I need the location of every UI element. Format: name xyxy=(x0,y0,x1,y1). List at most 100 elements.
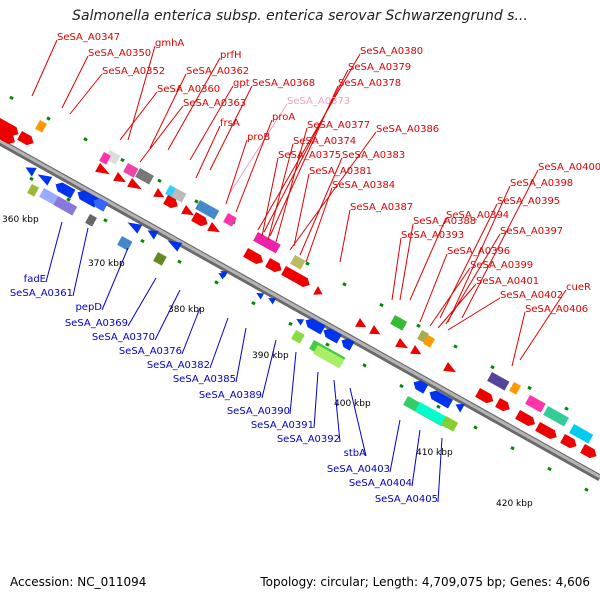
leader-line xyxy=(419,253,448,323)
forward-gene xyxy=(560,434,577,449)
tick-mark xyxy=(564,406,569,411)
forward-gene-label: SeSA_A0381 xyxy=(309,166,372,177)
forward-gene-label: SeSA_A0347 xyxy=(57,32,120,43)
leader-line xyxy=(45,221,63,283)
tick-mark xyxy=(46,116,51,121)
leader-line xyxy=(61,55,89,109)
leader-line xyxy=(411,429,421,487)
leader-line xyxy=(257,53,361,231)
forward-gene xyxy=(525,395,546,413)
leader-line xyxy=(437,283,477,329)
forward-gene-label: frsA xyxy=(220,118,240,129)
leader-line xyxy=(209,317,229,369)
forward-gene xyxy=(569,424,594,444)
forward-gene-label: SeSA_A0360 xyxy=(157,84,220,95)
leader-line xyxy=(154,289,181,341)
tick-mark xyxy=(379,302,384,308)
reverse-gene xyxy=(53,196,78,216)
reverse-gene xyxy=(55,182,76,199)
reverse-gene xyxy=(77,190,100,208)
tick-mark xyxy=(547,466,552,472)
reverse-gene xyxy=(93,198,109,212)
leader-line xyxy=(209,85,253,171)
leader-line xyxy=(447,297,501,331)
forward-gene xyxy=(417,330,429,343)
reverse-gene xyxy=(455,403,465,413)
scale-label: 390 kbp xyxy=(252,351,289,361)
forward-gene-label: SeSA_A0400 xyxy=(538,162,600,173)
forward-gene xyxy=(0,118,19,137)
tick-mark xyxy=(305,261,310,266)
forward-gene-label: SeSA_A0374 xyxy=(293,136,356,147)
forward-gene xyxy=(195,200,220,220)
reverse-gene-label: SeSA_A0361 xyxy=(10,288,73,299)
leader-line xyxy=(519,289,567,361)
forward-gene xyxy=(207,222,221,233)
forward-gene-label: proA xyxy=(272,112,295,123)
forward-gene-label: SeSA_A0373 xyxy=(287,96,350,107)
tick-mark xyxy=(83,137,88,142)
forward-gene-label: cueR xyxy=(566,282,591,293)
gene-labels: SeSA_A0347 gmhA SeSA_A0350 SeSA_A0352 prfH Se… xyxy=(10,32,600,505)
leader-line xyxy=(227,103,288,197)
leader-line xyxy=(127,45,156,141)
forward-gene xyxy=(410,345,422,355)
leader-line xyxy=(235,119,273,213)
tick-mark xyxy=(288,321,293,327)
forward-gene xyxy=(509,382,521,395)
forward-gene xyxy=(153,188,165,198)
leader-line xyxy=(69,73,103,115)
forward-gene xyxy=(281,266,310,287)
leader-line xyxy=(181,307,201,355)
forward-gene xyxy=(487,372,510,391)
forward-gene xyxy=(580,444,597,459)
leader-line xyxy=(305,187,333,263)
leader-line xyxy=(261,339,277,399)
forward-gene-label: SeSA_A0398 xyxy=(510,178,573,189)
forward-gene-label: SeSA_A0378 xyxy=(338,78,401,89)
tick-mark xyxy=(251,301,256,306)
forward-gene xyxy=(123,163,139,178)
reverse-gene xyxy=(256,293,265,300)
forward-gene xyxy=(17,131,34,146)
leader-line xyxy=(439,203,498,319)
forward-gene-label: SeSA_A0350 xyxy=(88,48,151,59)
forward-gene xyxy=(395,338,409,349)
leader-line xyxy=(119,91,158,141)
forward-gene xyxy=(423,335,435,348)
tick-mark xyxy=(66,197,71,202)
forward-gene xyxy=(475,388,494,404)
forward-gene xyxy=(223,213,237,227)
forward-gene-label: proB xyxy=(247,132,270,143)
forward-gene xyxy=(163,195,178,209)
reverse-gene-label: SeSA_A0391 xyxy=(251,420,314,431)
tick-mark xyxy=(325,342,330,347)
reverse-gene xyxy=(323,328,342,344)
reverse-gene xyxy=(291,330,305,344)
forward-gene-label: SeSA_A0383 xyxy=(342,150,405,161)
reverse-gene xyxy=(25,167,37,177)
leader-line xyxy=(195,125,221,179)
scale-label: 360 kbp xyxy=(2,215,39,225)
forward-gene-label: SeSA_A0362 xyxy=(186,66,249,77)
leader-line xyxy=(339,209,351,263)
tick-mark xyxy=(140,238,145,244)
forward-gene-label: SeSA_A0386 xyxy=(376,124,439,135)
reverse-gene-label: pepD xyxy=(75,302,102,313)
reverse-gene xyxy=(429,390,453,409)
reverse-gene-label: SeSA_A0403 xyxy=(327,464,390,475)
tick-mark xyxy=(584,487,589,492)
forward-gene-label: SeSA_A0377 xyxy=(307,120,370,131)
reverse-gene xyxy=(313,345,345,369)
reverse-gene-label: SeSA_A0376 xyxy=(119,346,182,357)
reverse-gene xyxy=(117,236,133,251)
forward-gene-label: SeSA_A0394 xyxy=(446,210,509,221)
forward-gene xyxy=(535,422,557,440)
leader-line xyxy=(313,371,319,429)
tick-mark xyxy=(527,385,532,391)
leader-line xyxy=(289,131,377,251)
tick-mark xyxy=(416,323,421,328)
leader-line xyxy=(263,69,349,233)
label-leader-lines xyxy=(31,39,567,503)
